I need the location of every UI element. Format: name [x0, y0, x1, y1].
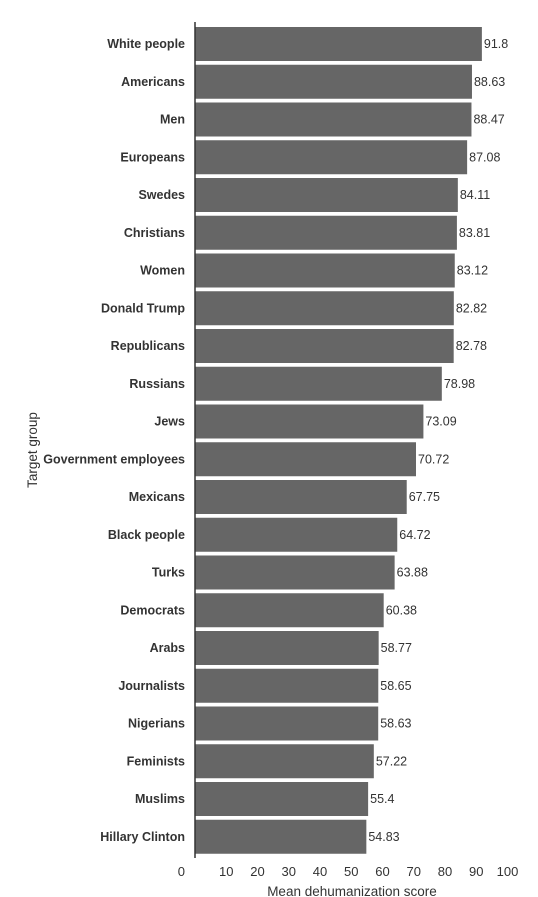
- category-label-republicans: Republicans: [111, 339, 185, 353]
- value-label-men: 88.47: [473, 113, 504, 127]
- category-label-christians: Christians: [124, 226, 185, 240]
- category-label-europeans: Europeans: [120, 150, 185, 164]
- bar-nigerians: [195, 706, 379, 741]
- bar-swedes: [195, 178, 458, 212]
- value-label-nigerians: 58.63: [380, 717, 411, 731]
- category-label-democrats: Democrats: [120, 603, 185, 617]
- value-label-government-employees: 70.72: [418, 452, 449, 466]
- bar-americans: [195, 64, 472, 99]
- value-label-europeans: 87.08: [469, 150, 500, 164]
- value-label-feminists: 57.22: [376, 754, 407, 768]
- value-label-women: 83.12: [457, 264, 488, 278]
- x-tick-10: 10: [219, 864, 233, 879]
- category-label-journalists: Journalists: [118, 679, 185, 693]
- value-label-hillary-clinton: 54.83: [368, 830, 399, 844]
- bar-feminists: [195, 744, 374, 779]
- bar-arabs: [195, 631, 379, 665]
- category-label-muslims: Muslims: [135, 792, 185, 806]
- value-label-mexicans: 67.75: [409, 490, 440, 504]
- value-label-republicans: 82.78: [456, 339, 487, 353]
- x-tick-100: 100: [497, 864, 519, 879]
- category-label-hillary-clinton: Hillary Clinton: [100, 830, 185, 844]
- value-label-christians: 83.81: [459, 226, 490, 240]
- category-label-turks: Turks: [152, 566, 185, 580]
- value-label-americans: 88.63: [474, 75, 505, 89]
- bar-jews: [195, 404, 424, 439]
- category-label-government-employees: Government employees: [43, 452, 185, 466]
- x-tick-80: 80: [438, 864, 452, 879]
- value-label-democrats: 60.38: [386, 603, 417, 617]
- bar-democrats: [195, 593, 384, 628]
- value-label-swedes: 84.11: [460, 188, 490, 202]
- category-label-jews: Jews: [154, 415, 185, 429]
- category-label-white-people: White people: [107, 37, 185, 51]
- category-label-feminists: Feminists: [127, 754, 185, 768]
- x-axis-title: Mean dehumanization score: [267, 884, 437, 897]
- y-axis-title: Target group: [25, 412, 40, 488]
- x-tick-0: 0: [178, 864, 185, 879]
- value-labels: 91.8 88.63 88.47 87.08 84.11 83.81 83.12 82.82 8…: [368, 37, 508, 844]
- value-label-donald-trump: 82.82: [456, 301, 487, 315]
- bar-men: [195, 102, 472, 137]
- category-label-black-people: Black people: [108, 528, 185, 542]
- value-label-muslims: 55.4: [370, 792, 394, 806]
- bar-russians: [195, 366, 442, 401]
- bar-hillary-clinton: [195, 819, 367, 854]
- category-label-americans: Americans: [121, 75, 185, 89]
- bar-black-people: [195, 517, 398, 552]
- x-tick-60: 60: [375, 864, 389, 879]
- category-label-nigerians: Nigerians: [128, 717, 185, 731]
- value-label-black-people: 64.72: [399, 528, 430, 542]
- x-tick-40: 40: [313, 864, 327, 879]
- bar-donald-trump: [195, 291, 454, 326]
- x-tick-labels: 0 10 20 30 40 50 60 70 80 90 100: [178, 864, 519, 879]
- x-tick-70: 70: [407, 864, 421, 879]
- category-labels: White people Americans Men Europeans Swedes C…: [43, 37, 185, 844]
- x-tick-20: 20: [250, 864, 264, 879]
- category-label-donald-trump: Donald Trump: [101, 301, 185, 315]
- value-label-white-people: 91.8: [484, 37, 508, 51]
- bar-christians: [195, 215, 457, 250]
- value-label-turks: 63.88: [397, 566, 428, 580]
- x-tick-50: 50: [344, 864, 358, 879]
- category-label-mexicans: Mexicans: [129, 490, 185, 504]
- category-label-russians: Russians: [129, 377, 185, 391]
- value-label-arabs: 58.77: [381, 641, 412, 655]
- bar-women: [195, 253, 455, 288]
- bar-turks: [195, 555, 395, 590]
- x-tick-30: 30: [282, 864, 296, 879]
- category-label-swedes: Swedes: [138, 188, 185, 202]
- bar-republicans: [195, 329, 454, 363]
- bar-muslims: [195, 782, 369, 816]
- bar-white-people: [195, 27, 482, 61]
- value-label-journalists: 58.65: [380, 679, 411, 693]
- category-label-men: Men: [160, 113, 185, 127]
- bar-government-employees: [195, 442, 416, 477]
- category-label-women: Women: [140, 264, 185, 278]
- category-label-arabs: Arabs: [150, 641, 185, 655]
- x-tick-90: 90: [469, 864, 483, 879]
- value-label-russians: 78.98: [444, 377, 475, 391]
- bar-journalists: [195, 668, 379, 703]
- bar-europeans: [195, 140, 468, 175]
- bars-group: [195, 27, 482, 854]
- value-label-jews: 73.09: [425, 415, 456, 429]
- bar-mexicans: [195, 480, 407, 514]
